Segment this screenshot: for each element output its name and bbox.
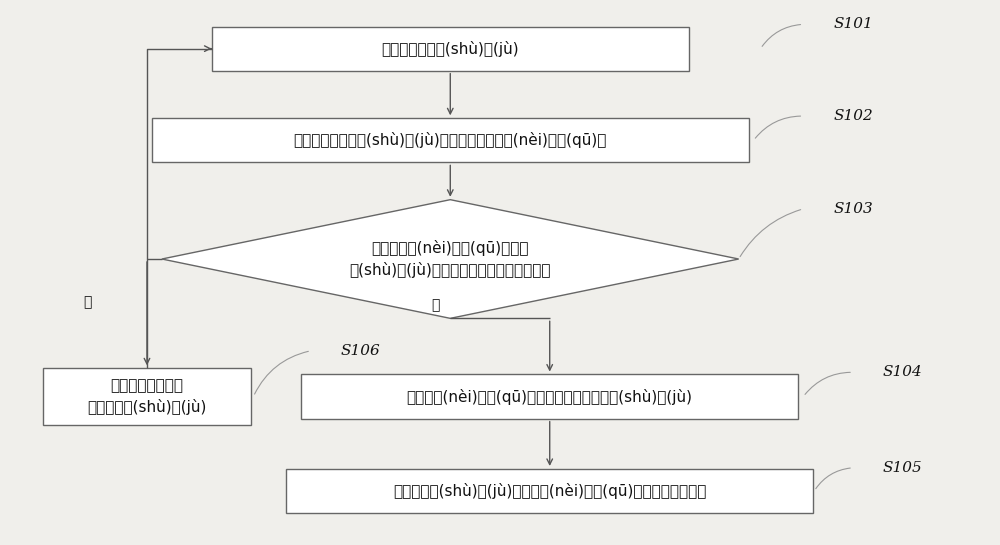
Text: S102: S102 [833, 109, 873, 123]
Text: 將待存儲數(shù)據(jù)從目標內(nèi)存區(qū)域移動至存儲設備: 將待存儲數(shù)據(jù)從目標內(nèi)存區(qū)域移動至存儲設備 [393, 483, 706, 499]
Bar [301, 374, 798, 419]
Text: 接收目標存儲數(shù)據(jù): 接收目標存儲數(shù)據(jù) [381, 41, 519, 57]
Bar [212, 27, 689, 71]
Text: 判斷目標內(nèi)存區(qū)域中的
數(shù)據(jù)容量是否達到預設的容量閾值: 判斷目標內(nèi)存區(qū)域中的 數(shù)據(jù)容量是否達到預設的… [350, 240, 551, 277]
Bar [43, 368, 251, 425]
Bar [152, 118, 749, 162]
Bar [286, 469, 813, 513]
Text: 是: 是 [431, 298, 440, 312]
Text: S105: S105 [883, 461, 923, 475]
Text: 將所述目標存儲數(shù)據(jù)寫入設定的目標內(nèi)存區(qū)域: 將所述目標存儲數(shù)據(jù)寫入設定的目標內(nèi)存區(qū)域 [294, 132, 607, 148]
Text: S106: S106 [341, 344, 381, 358]
Text: 從目標內(nèi)存區(qū)域中按序獲取待存儲數(shù)據(jù): 從目標內(nèi)存區(qū)域中按序獲取待存儲數(shù)據(jù) [407, 389, 693, 404]
Text: S103: S103 [833, 202, 873, 216]
Polygon shape [162, 199, 739, 318]
Text: 否: 否 [83, 295, 91, 309]
Text: 等待接收下一次的
目標存儲數(shù)據(jù): 等待接收下一次的 目標存儲數(shù)據(jù) [87, 378, 207, 415]
Text: S101: S101 [833, 17, 873, 32]
Text: S104: S104 [883, 365, 923, 379]
